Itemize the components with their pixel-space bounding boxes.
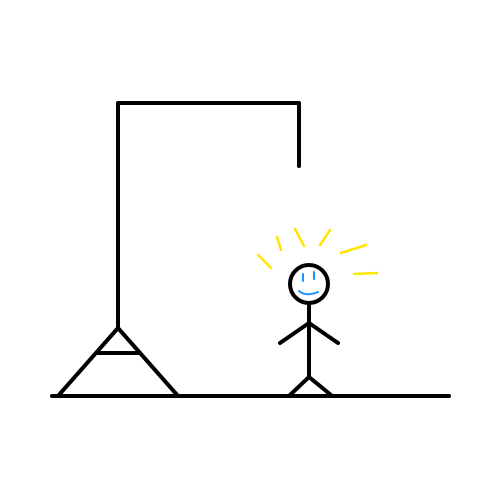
- figure-head: [288, 263, 330, 305]
- figure-left-leg: [288, 375, 311, 397]
- figure-left-arm: [278, 321, 311, 345]
- gallows: [56, 101, 301, 398]
- gallows-frame: [116, 101, 301, 330]
- shine-ray: [275, 235, 283, 252]
- figure-right-arm: [307, 321, 340, 345]
- stick-figure: [278, 263, 340, 397]
- shine-rays: [256, 227, 379, 276]
- shine-ray: [339, 243, 368, 255]
- gallows-base-triangle: [56, 326, 180, 398]
- figure-smile-mouth: [298, 290, 319, 296]
- figure-right-leg: [307, 375, 333, 397]
- shine-ray: [256, 253, 273, 270]
- shine-ray: [318, 228, 332, 247]
- shine-ray: [352, 271, 379, 276]
- figure-face: [298, 271, 319, 296]
- shine-ray: [293, 227, 306, 248]
